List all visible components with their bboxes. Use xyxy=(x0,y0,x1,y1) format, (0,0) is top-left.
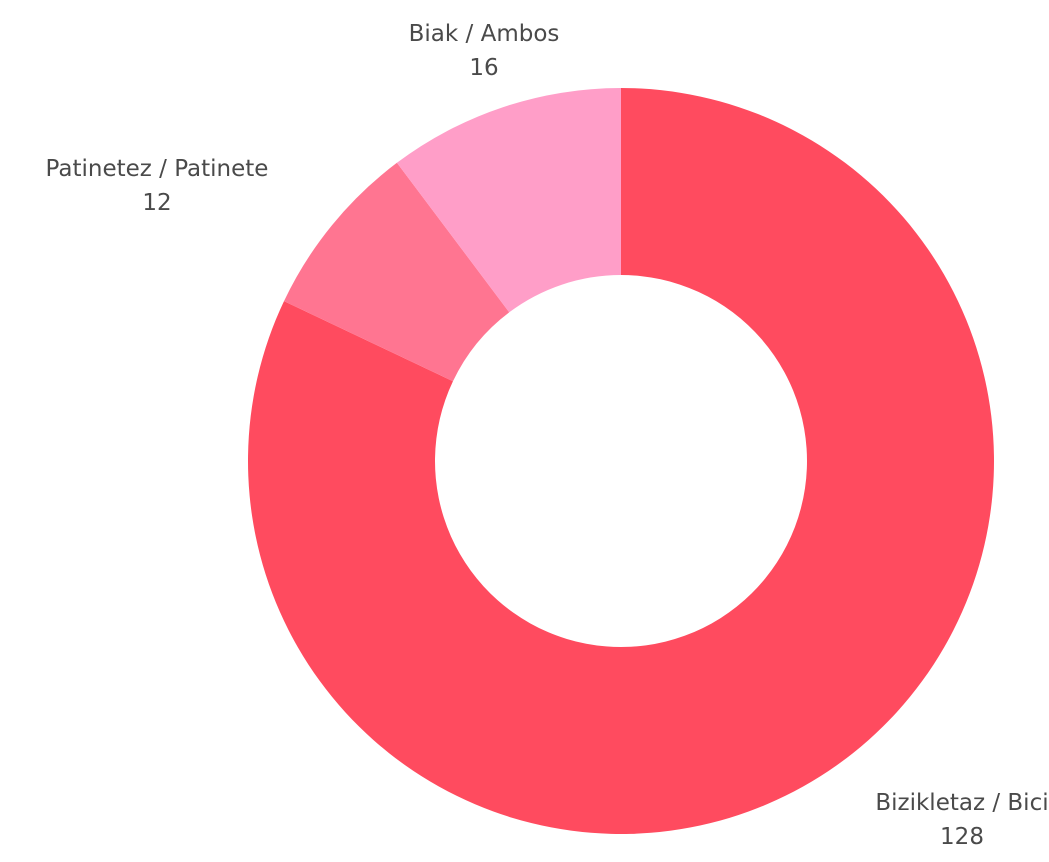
slice-biak-ambos xyxy=(396,88,621,313)
slice-labels: Bizikletaz / Bici 128 Patinetez / Patinete… xyxy=(46,21,1049,850)
slice-label-value: 12 xyxy=(142,190,171,216)
slice-label-value: 16 xyxy=(469,55,498,81)
slice-label-name: Patinetez / Patinete xyxy=(46,156,269,182)
slice-patinetez-patinete xyxy=(284,162,510,382)
slice-label-name: Biak / Ambos xyxy=(409,21,560,47)
slice-label-patinetez-patinete: Patinetez / Patinete 12 xyxy=(46,156,269,216)
slice-label-biak-ambos: Biak / Ambos 16 xyxy=(409,21,560,81)
slice-bizikletaz-bici xyxy=(248,88,995,834)
slice-label-name: Bizikletaz / Bici xyxy=(875,790,1048,816)
donut-slices xyxy=(248,88,995,834)
slice-label-bizikletaz-bici: Bizikletaz / Bici 128 xyxy=(875,790,1048,850)
slice-label-value: 128 xyxy=(940,824,984,850)
